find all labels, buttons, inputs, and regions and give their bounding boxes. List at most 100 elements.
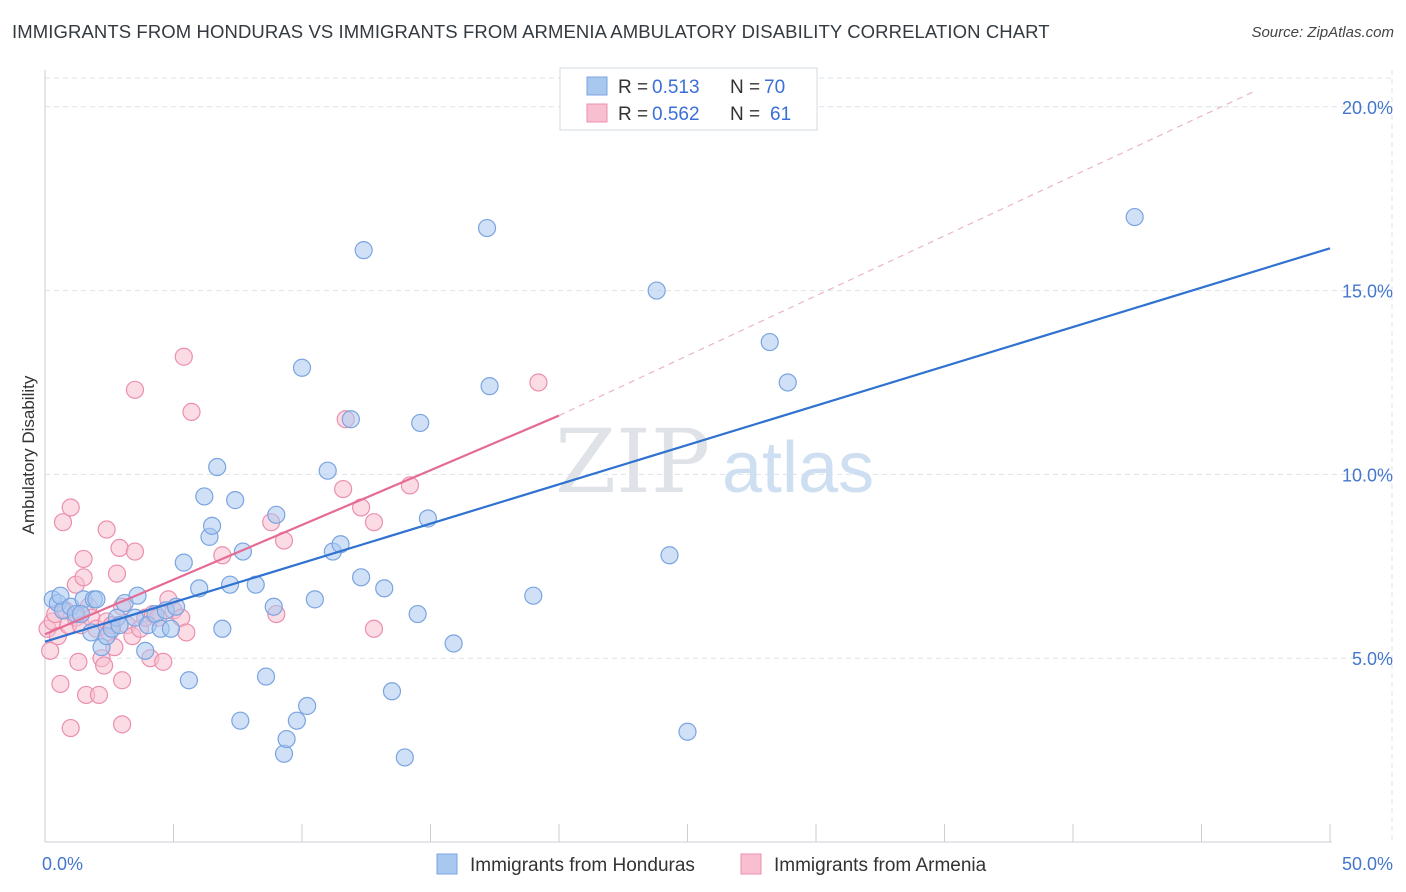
point-armenia — [74, 549, 93, 569]
point-honduras — [411, 413, 430, 433]
series-legend-label-armenia: Immigrants from Armenia — [774, 855, 987, 876]
point-armenia — [125, 542, 145, 561]
point-honduras — [647, 281, 666, 300]
point-armenia — [110, 538, 129, 558]
point-honduras — [231, 711, 250, 730]
point-honduras — [354, 241, 373, 260]
point-honduras — [213, 619, 232, 638]
y-tick-label: 15.0% — [1342, 282, 1393, 302]
point-honduras — [477, 218, 497, 238]
y-tick-label: 20.0% — [1342, 98, 1393, 118]
point-honduras — [352, 568, 371, 587]
trend-lines — [44, 91, 1331, 643]
point-armenia — [174, 347, 193, 366]
legend-n-label-blue: N = — [730, 77, 760, 98]
chart-title: IMMIGRANTS FROM HONDURAS VS IMMIGRANTS F… — [12, 21, 1050, 42]
point-honduras — [174, 553, 193, 572]
point-honduras — [331, 535, 350, 554]
series-legend-label-honduras: Immigrants from Honduras — [470, 855, 695, 876]
point-armenia — [107, 564, 127, 583]
point-honduras — [292, 358, 312, 377]
series-legend-swatch-honduras — [436, 853, 458, 875]
point-honduras — [195, 487, 214, 506]
point-armenia — [74, 568, 93, 587]
point-armenia — [61, 498, 80, 517]
point-honduras — [136, 641, 155, 660]
point-honduras — [778, 373, 797, 392]
point-honduras — [375, 579, 394, 598]
series-legend-swatch-armenia — [740, 853, 762, 875]
trend-line-armenia — [44, 414, 560, 636]
point-honduras — [305, 590, 324, 609]
point-armenia — [95, 656, 114, 675]
point-armenia — [182, 402, 201, 421]
point-honduras — [287, 711, 306, 730]
point-armenia — [53, 513, 73, 532]
point-armenia — [41, 641, 60, 660]
source-credit: Source: ZipAtlas.com — [1251, 24, 1394, 41]
point-honduras — [277, 729, 296, 749]
point-armenia — [61, 718, 80, 738]
point-armenia — [97, 520, 116, 539]
legend-r-label-pink: R = — [618, 104, 648, 125]
tick-labels: 5.0% 10.0% 15.0% 20.0% 0.0% 50.0% — [42, 98, 1393, 874]
point-armenia — [51, 674, 70, 694]
watermark-atlas: atlas — [722, 428, 874, 508]
x-tick-label: 50.0% — [1342, 854, 1393, 874]
grid-lines — [45, 70, 1393, 842]
stats-legend: R = 0.513 N = 70 R = 0.562 N = 61 — [559, 67, 818, 131]
legend-n-value-pink: 61 — [770, 104, 791, 125]
point-honduras — [480, 377, 499, 396]
series-armenia-points — [38, 347, 548, 738]
y-axis-label: Ambulatory Disability — [19, 375, 38, 534]
point-honduras — [660, 546, 679, 565]
legend-r-label-blue: R = — [618, 77, 648, 98]
point-honduras — [179, 671, 199, 690]
legend-swatch-blue — [586, 76, 608, 96]
point-honduras — [274, 744, 294, 763]
point-honduras — [202, 516, 222, 535]
point-honduras — [408, 604, 427, 624]
point-honduras — [341, 410, 360, 429]
axes — [44, 70, 1332, 843]
legend-n-label-pink: N = — [730, 104, 760, 125]
x-tick-label: 0.0% — [42, 854, 83, 874]
point-armenia — [112, 715, 132, 734]
point-honduras — [382, 682, 402, 701]
point-honduras — [161, 619, 181, 638]
point-honduras — [444, 634, 463, 653]
point-armenia — [364, 619, 384, 638]
point-honduras — [264, 597, 283, 616]
point-honduras — [256, 667, 276, 686]
point-honduras — [298, 696, 317, 716]
series-legend: Immigrants from Honduras Immigrants from… — [436, 853, 987, 876]
legend-n-value-blue: 70 — [764, 77, 785, 98]
point-honduras — [226, 491, 245, 510]
trend-line-honduras — [44, 247, 1331, 643]
point-honduras — [1125, 207, 1144, 227]
y-tick-label: 10.0% — [1342, 465, 1393, 485]
point-armenia — [69, 652, 88, 671]
point-honduras — [87, 590, 106, 609]
point-armenia — [112, 671, 132, 690]
point-honduras — [524, 586, 543, 605]
point-honduras — [395, 748, 414, 767]
point-armenia — [334, 479, 353, 499]
point-armenia — [89, 685, 109, 705]
point-honduras — [267, 505, 286, 524]
point-honduras — [318, 461, 337, 480]
point-armenia — [364, 513, 384, 532]
legend-r-value-pink: 0.562 — [652, 104, 700, 125]
point-honduras — [678, 722, 697, 741]
point-honduras — [208, 457, 227, 477]
trend-line-armenia-extension — [558, 91, 1254, 417]
point-armenia — [154, 652, 173, 671]
y-tick-label: 5.0% — [1352, 649, 1393, 669]
point-armenia — [177, 623, 196, 642]
legend-r-value-blue: 0.513 — [652, 77, 700, 98]
point-armenia — [529, 373, 548, 392]
legend-swatch-pink — [586, 103, 608, 123]
point-honduras — [760, 332, 779, 352]
point-armenia — [125, 380, 145, 399]
